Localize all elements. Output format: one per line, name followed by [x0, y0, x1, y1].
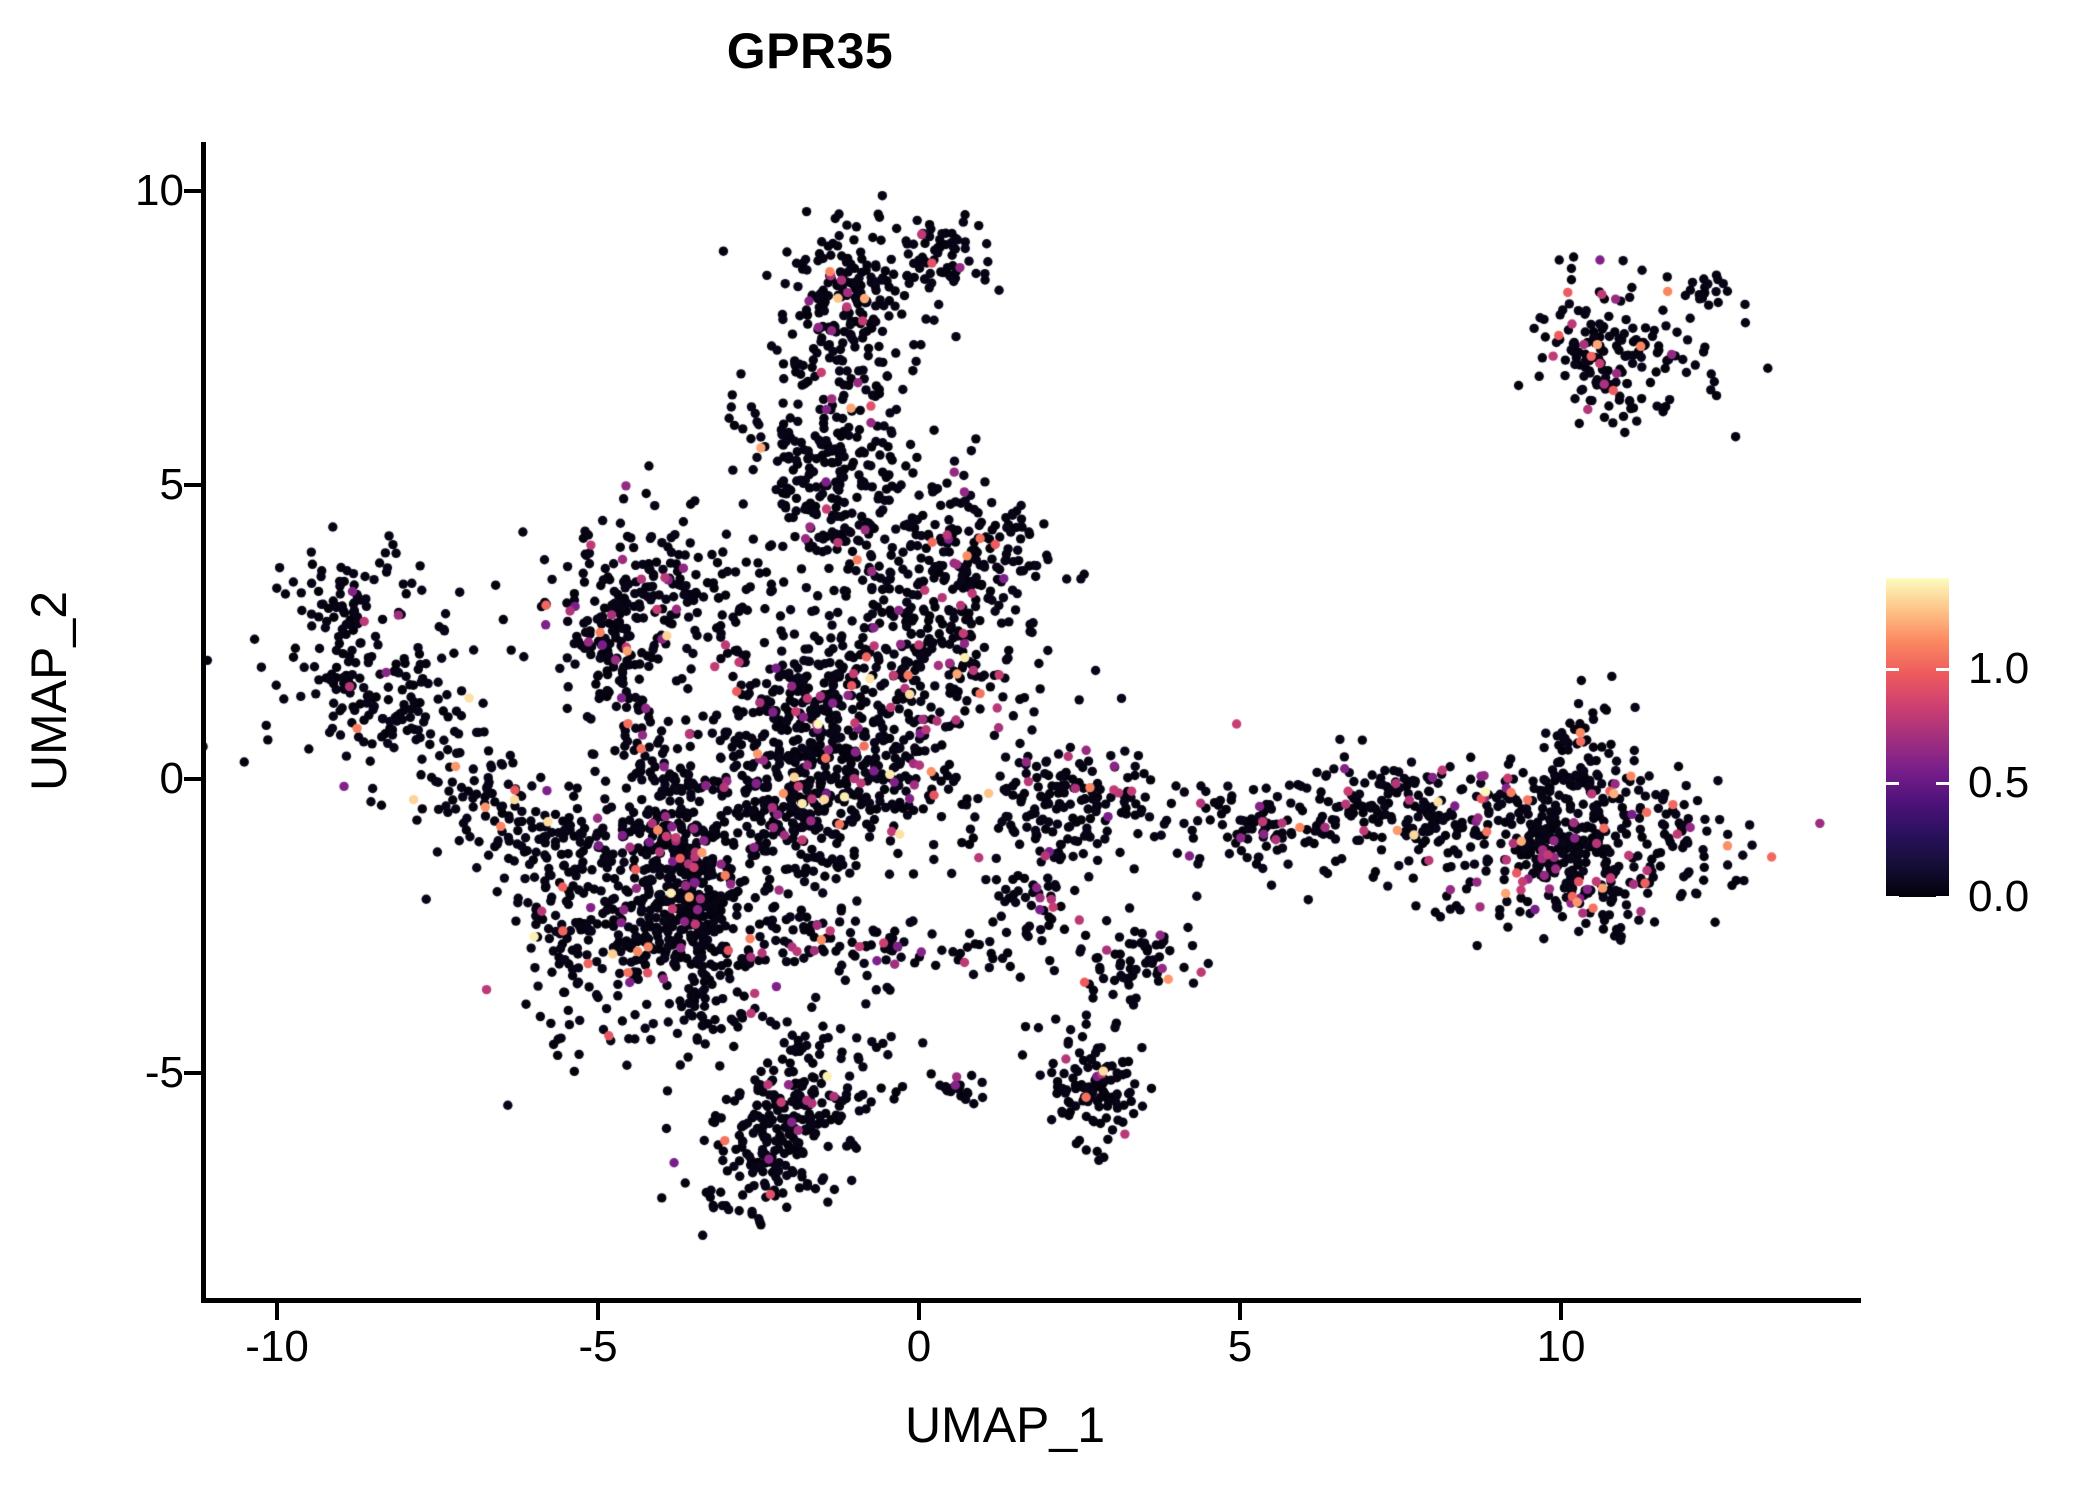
colorbar-legend: 1.0 0.5 0.0 [1886, 578, 2086, 921]
x-tick-mark [596, 1303, 600, 1320]
colorbar-tick-mark [1936, 896, 1949, 899]
colorbar-tick-mark [1936, 668, 1949, 672]
y-tick-mark [184, 1071, 201, 1075]
x-tick-mark [1559, 1303, 1563, 1320]
colorbar-tick-label: 0.0 [1968, 872, 2030, 921]
x-tick-mark [1238, 1303, 1242, 1320]
page-title: GPR35 [726, 23, 894, 79]
x-tick-mark [275, 1303, 279, 1320]
x-tick-label: 0 [906, 1322, 932, 1371]
y-tick-label: 10 [135, 166, 184, 215]
y-axis-title: UMAP_2 [21, 590, 77, 792]
colorbar-tick-label: 1.0 [1968, 644, 2030, 694]
colorbar-tick-mark [1886, 896, 1899, 899]
x-tick-label: -10 [245, 1322, 309, 1371]
x-tick-label: 10 [1536, 1322, 1586, 1371]
y-axis-line [201, 142, 206, 1303]
y-tick-label: 0 [159, 754, 184, 803]
x-tick-label: 5 [1227, 1322, 1253, 1371]
x-axis-line [201, 1298, 1861, 1303]
y-tick-label: 5 [159, 460, 184, 509]
scatter-plot-canvas [204, 142, 1844, 1300]
x-tick-label: -5 [578, 1322, 618, 1371]
y-tick-label: -5 [144, 1048, 184, 1097]
colorbar-tick-label: 0.5 [1968, 758, 2030, 808]
y-tick-mark [184, 483, 201, 487]
y-tick-mark [184, 189, 201, 193]
y-tick-mark [184, 777, 201, 781]
colorbar-gradient [1886, 578, 1949, 897]
x-tick-mark [917, 1303, 921, 1320]
x-axis-title: UMAP_1 [904, 1397, 1106, 1453]
plot-panel [204, 142, 1844, 1300]
colorbar-tick-mark [1936, 782, 1949, 786]
colorbar-tick-mark [1886, 668, 1899, 672]
colorbar-tick-mark [1886, 782, 1899, 786]
